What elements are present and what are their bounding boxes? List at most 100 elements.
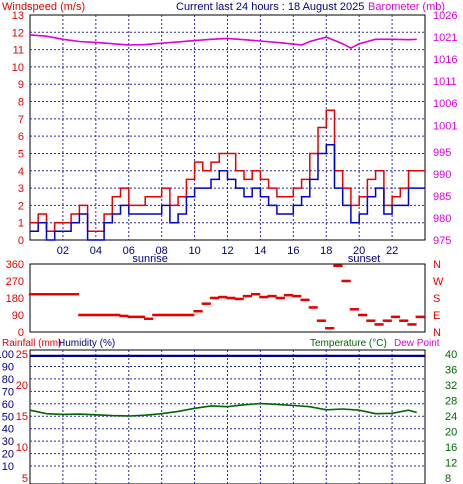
direction-point — [93, 313, 96, 317]
direction-point — [211, 296, 214, 300]
wind-x-tick-label: 02 — [57, 245, 69, 257]
wind-y-tick-label: 3 — [18, 183, 24, 195]
barometer-y-tick-label: 990 — [433, 169, 451, 181]
wind-x-tick-label: 16 — [287, 245, 299, 257]
barometer-y-tick-label: 1016 — [433, 54, 457, 66]
temperature-y-axis: 40 36 32 28 24 20 16 12 8 — [445, 349, 457, 484]
direction-point — [297, 294, 301, 298]
direction-point — [122, 314, 125, 318]
direction-point — [63, 293, 66, 296]
direction-point — [38, 293, 41, 296]
direction-point — [28, 293, 32, 296]
direction-point — [373, 319, 376, 322]
direction-point — [212, 296, 215, 300]
wind-y-tick-label: 13 — [12, 10, 24, 22]
direction-point — [392, 315, 395, 319]
direction-point — [91, 313, 95, 317]
direction-point — [359, 313, 362, 317]
direction-point — [98, 313, 102, 317]
direction-point — [100, 313, 103, 317]
direction-point — [260, 295, 263, 299]
direction-point — [370, 319, 373, 322]
direction-point — [127, 315, 130, 319]
direction-point — [120, 314, 124, 318]
direction-point — [305, 298, 309, 302]
direction-point — [240, 297, 243, 301]
direction-point — [325, 327, 328, 330]
direction-point — [119, 314, 122, 318]
direction-point — [137, 315, 140, 319]
direction-point — [329, 327, 332, 330]
direction-point — [219, 295, 222, 299]
direction-point — [60, 293, 63, 296]
direction-point — [231, 296, 235, 300]
wind-y-tick-label: 9 — [18, 79, 24, 91]
direction-point — [215, 296, 218, 300]
direction-point — [266, 295, 269, 299]
temp-humidity-panel: Rainfall (mm) Humidity (%) Temperature (… — [0, 338, 457, 484]
wind-y-tick-label: 2 — [18, 200, 24, 212]
direction-point — [207, 302, 210, 305]
direction-point — [311, 306, 314, 309]
direction-point — [31, 293, 34, 296]
direction-point — [363, 313, 366, 317]
direction-point — [319, 319, 322, 322]
direction-point — [298, 294, 302, 298]
direction-point — [153, 313, 157, 317]
wind-y-tick-label: 8 — [18, 97, 24, 109]
direction-point — [39, 293, 43, 296]
direction-point — [418, 315, 421, 319]
direction-point — [292, 294, 295, 298]
wind-x-tick-label: 20 — [353, 245, 365, 257]
barometer-y-tick-label: 1001 — [433, 120, 457, 132]
direction-point — [264, 295, 268, 299]
direction-point — [148, 317, 151, 320]
direction-point — [133, 315, 136, 319]
direction-point — [242, 294, 246, 298]
direction-point — [74, 293, 77, 296]
wind-x-tick-label: 22 — [386, 245, 398, 257]
barometer-axis-title: Barometer (mb) — [368, 1, 445, 13]
direction-point — [355, 308, 358, 311]
direction-point — [52, 293, 55, 296]
direction-point — [261, 295, 265, 299]
temperature-y-tick-label: 40 — [445, 349, 457, 361]
temperature-axis-title: Temperature (°C) — [310, 338, 387, 349]
direction-point — [377, 323, 380, 326]
direction-point — [345, 279, 349, 283]
direction-point — [312, 306, 316, 309]
direction-point — [97, 313, 100, 317]
direction-point — [138, 315, 141, 319]
direction-point — [112, 313, 115, 317]
direction-point — [263, 295, 266, 299]
direction-point — [421, 315, 424, 319]
direction-point — [404, 319, 407, 322]
wind-y-tick-label: 4 — [18, 166, 24, 178]
humidity-y-tick-label: 50 — [2, 411, 14, 423]
humidity-axis-title: Humidity (%) — [58, 338, 115, 349]
direction-point — [309, 306, 313, 309]
direction-point — [64, 293, 67, 296]
direction-point — [272, 294, 276, 298]
direction-point — [230, 296, 233, 300]
direction-point — [314, 306, 317, 309]
wind-x-tick-label: 10 — [188, 245, 200, 257]
direction-point — [244, 294, 247, 298]
barometer-y-tick-label: 1011 — [433, 76, 457, 88]
direction-point — [86, 313, 89, 317]
direction-point — [130, 315, 133, 319]
wind-y-tick-label: 6 — [18, 131, 24, 143]
direction-point — [378, 323, 381, 326]
direction-point — [344, 279, 347, 283]
humidity-y-tick-label: 20 — [2, 449, 14, 461]
barometer-y-tick-label: 980 — [433, 213, 451, 225]
wind-y-tick-label: 10 — [12, 62, 24, 74]
direction-point — [149, 317, 152, 320]
direction-point — [342, 279, 346, 283]
direction-point — [78, 313, 81, 317]
direction-point — [238, 297, 242, 301]
direction-point — [105, 313, 109, 317]
wind-x-tick-label: 06 — [123, 245, 135, 257]
